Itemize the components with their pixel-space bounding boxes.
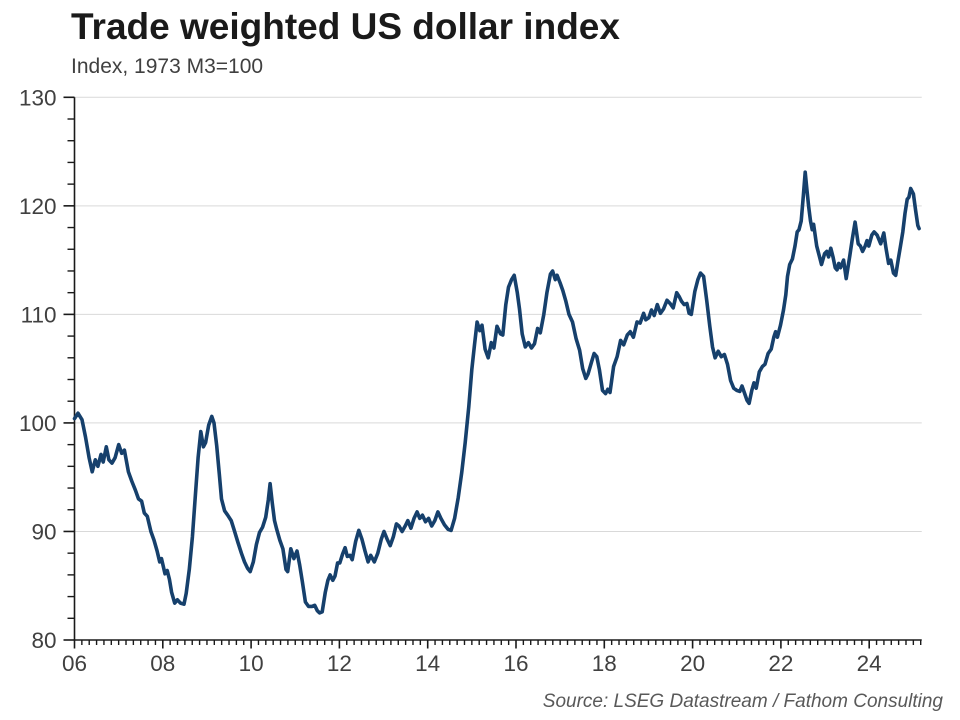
x-tick-label: 20 <box>680 651 705 676</box>
x-tick-label: 18 <box>592 651 617 676</box>
x-tick-label: 22 <box>768 651 793 676</box>
x-tick-label: 16 <box>503 651 528 676</box>
y-tick-label: 90 <box>31 519 56 544</box>
y-tick-label: 110 <box>21 302 57 327</box>
data-line-trade-weighted-us-dollar-index <box>72 170 921 615</box>
source-note: Source: LSEG Datastream / Fathom Consult… <box>542 691 943 712</box>
x-tick-label: 06 <box>62 651 87 676</box>
x-tick-label: 14 <box>415 651 440 676</box>
y-tick-label: 100 <box>19 411 57 436</box>
y-tick-label: 130 <box>19 85 57 110</box>
y-tick-label: 120 <box>19 194 57 219</box>
x-tick-label: 12 <box>327 651 352 676</box>
x-tick-label: 10 <box>239 651 264 676</box>
x-tick-label: 24 <box>857 651 882 676</box>
chart-title: Trade weighted US dollar index <box>71 6 620 47</box>
y-tick-label: 80 <box>31 628 56 653</box>
chart-subtitle: Index, 1973 M3=100 <box>71 55 264 78</box>
x-tick-label: 08 <box>150 651 175 676</box>
